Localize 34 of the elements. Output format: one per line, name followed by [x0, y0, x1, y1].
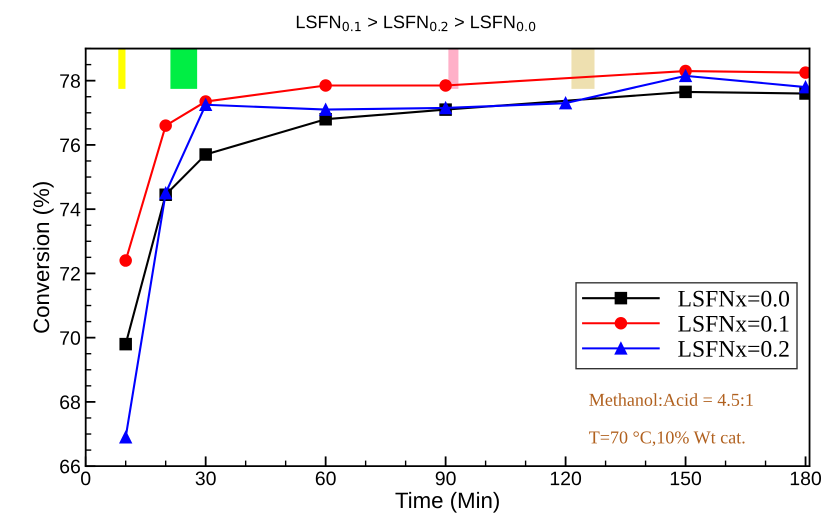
chart-title: LSFN$_{0.1}$ > LSFN$_{0.2}$ > LSFN$_{0.0}$: [296, 16, 536, 32]
y-axis-title: Conversion (%): [32, 182, 54, 333]
x-tick-label: 60: [316, 472, 336, 486]
y-tick-label: 66: [60, 460, 80, 474]
annotation: Methanol:Acid = 4.5:1: [589, 393, 753, 406]
point: [159, 119, 172, 132]
point: [439, 79, 452, 92]
x-tick-label: 0: [81, 472, 90, 486]
x-tick-label: 120: [550, 472, 582, 486]
legend-label: LSFNx=0.0: [678, 290, 790, 307]
point: [679, 86, 692, 98]
point: [199, 148, 212, 161]
x-tick-label: 30: [196, 472, 216, 486]
point: [679, 70, 692, 82]
y-tick-label: 68: [60, 395, 80, 410]
x-tick-label: 180: [790, 472, 821, 486]
point: [119, 430, 132, 444]
point: [319, 103, 332, 116]
legend-label: LSFNx=0.2: [678, 340, 789, 357]
point: [119, 254, 132, 267]
x-tick-label: 150: [670, 472, 702, 486]
point: [319, 79, 332, 92]
point: [559, 96, 572, 110]
point: [199, 98, 212, 112]
y-tick-label: 72: [60, 266, 80, 280]
y-tick-label: 78: [60, 74, 80, 88]
x-tick-label: 90: [436, 472, 456, 486]
x-axis-title: Time (Min): [395, 492, 499, 513]
y-tick-label: 76: [60, 138, 80, 152]
point: [119, 338, 132, 350]
annotation: T=70 °C,10% Wt cat.: [589, 431, 745, 446]
y-tick-label: 70: [60, 331, 80, 345]
legend-label: LSFNx=0.1: [678, 316, 789, 332]
y-tick-label: 74: [60, 202, 80, 216]
